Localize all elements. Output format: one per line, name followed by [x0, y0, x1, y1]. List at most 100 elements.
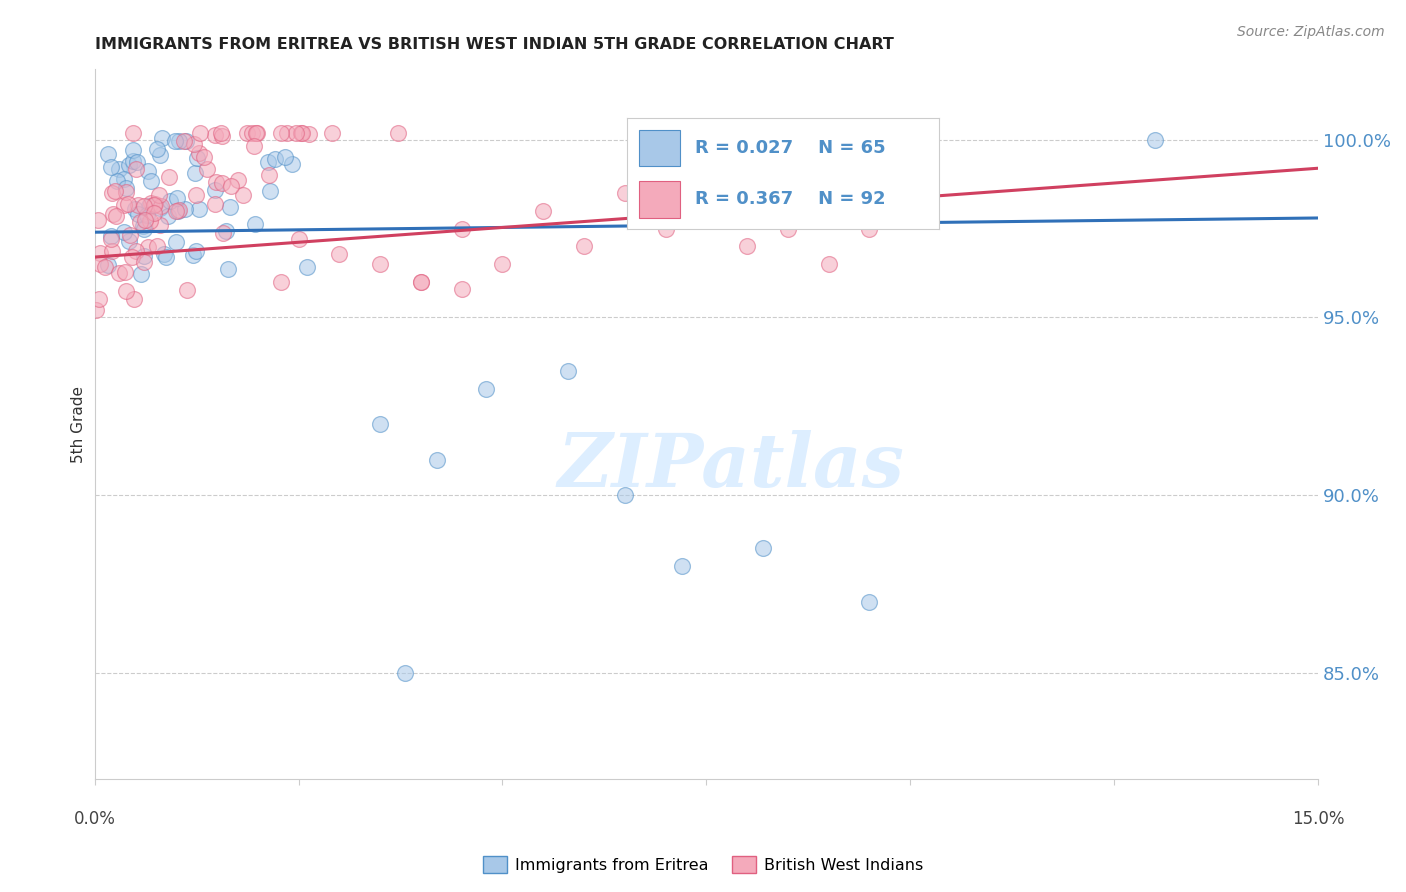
Point [121, 126, 143, 140]
Point [235, 126, 257, 140]
Point [165, 134, 187, 148]
Point [264, 153, 287, 167]
Point [148, 188, 170, 202]
Point [450, 221, 472, 235]
Point [557, 364, 579, 378]
Point [127, 198, 149, 212]
Point [155, 250, 177, 264]
Point [394, 665, 416, 680]
Point [572, 239, 595, 253]
Point [108, 162, 131, 177]
Point [118, 235, 141, 249]
Point [125, 154, 148, 169]
Point [125, 162, 148, 177]
Point [209, 126, 232, 140]
Point [368, 417, 391, 431]
Point [287, 232, 309, 246]
Point [153, 247, 176, 261]
Text: Source: ZipAtlas.com: Source: ZipAtlas.com [1237, 25, 1385, 39]
Point [167, 134, 190, 148]
Point [531, 203, 554, 218]
Point [184, 166, 207, 180]
Point [183, 136, 205, 151]
Point [165, 235, 187, 249]
Point [671, 559, 693, 574]
Point [142, 198, 165, 212]
Point [1143, 133, 1166, 147]
Point [97, 258, 120, 272]
Point [84, 303, 107, 318]
Point [387, 126, 409, 140]
Point [613, 488, 636, 502]
Text: 15.0%: 15.0% [1292, 810, 1344, 828]
Point [211, 176, 233, 190]
Point [114, 265, 136, 279]
Text: 0.0%: 0.0% [73, 810, 115, 828]
Point [281, 157, 304, 171]
Point [321, 126, 343, 140]
Point [142, 205, 165, 219]
Point [735, 239, 758, 253]
Point [101, 186, 124, 201]
Point [858, 221, 880, 235]
Point [101, 207, 124, 221]
Point [205, 175, 228, 189]
Point [138, 199, 160, 213]
Point [134, 212, 156, 227]
Point [166, 204, 188, 219]
Point [295, 260, 318, 274]
Point [97, 147, 120, 161]
Point [259, 184, 281, 198]
Point [87, 213, 110, 227]
Point [613, 186, 636, 200]
Point [817, 257, 839, 271]
Point [100, 160, 122, 174]
Point [195, 161, 218, 176]
Point [114, 198, 136, 212]
Point [166, 191, 188, 205]
Point [132, 255, 155, 269]
Point [184, 188, 207, 202]
Point [136, 208, 159, 222]
Point [184, 244, 207, 259]
Point [150, 199, 173, 213]
Point [290, 126, 312, 140]
Point [273, 150, 295, 164]
Point [100, 231, 122, 245]
Point [204, 128, 226, 143]
Point [212, 227, 235, 241]
Point [409, 275, 432, 289]
Point [276, 126, 298, 140]
Text: ZIPatlas: ZIPatlas [557, 431, 904, 503]
Point [121, 144, 143, 158]
Point [217, 262, 239, 277]
Point [104, 184, 127, 198]
Point [776, 221, 799, 235]
Point [105, 174, 128, 188]
Point [149, 201, 172, 215]
Point [186, 151, 208, 165]
Point [136, 164, 159, 178]
Point [100, 228, 122, 243]
Point [256, 154, 278, 169]
Point [176, 283, 198, 297]
Point [87, 293, 110, 307]
Point [187, 146, 209, 161]
Point [409, 275, 432, 289]
Point [115, 186, 138, 200]
Point [242, 139, 264, 153]
Point [193, 149, 215, 163]
Point [118, 158, 141, 172]
Point [146, 142, 169, 156]
Point [156, 209, 179, 223]
Point [89, 257, 111, 271]
Point [176, 134, 198, 148]
Point [139, 196, 162, 211]
Point [129, 215, 152, 229]
Point [695, 203, 717, 218]
Point [654, 221, 676, 235]
Point [211, 129, 233, 144]
Point [298, 128, 321, 142]
Point [122, 292, 145, 306]
Point [143, 197, 166, 211]
